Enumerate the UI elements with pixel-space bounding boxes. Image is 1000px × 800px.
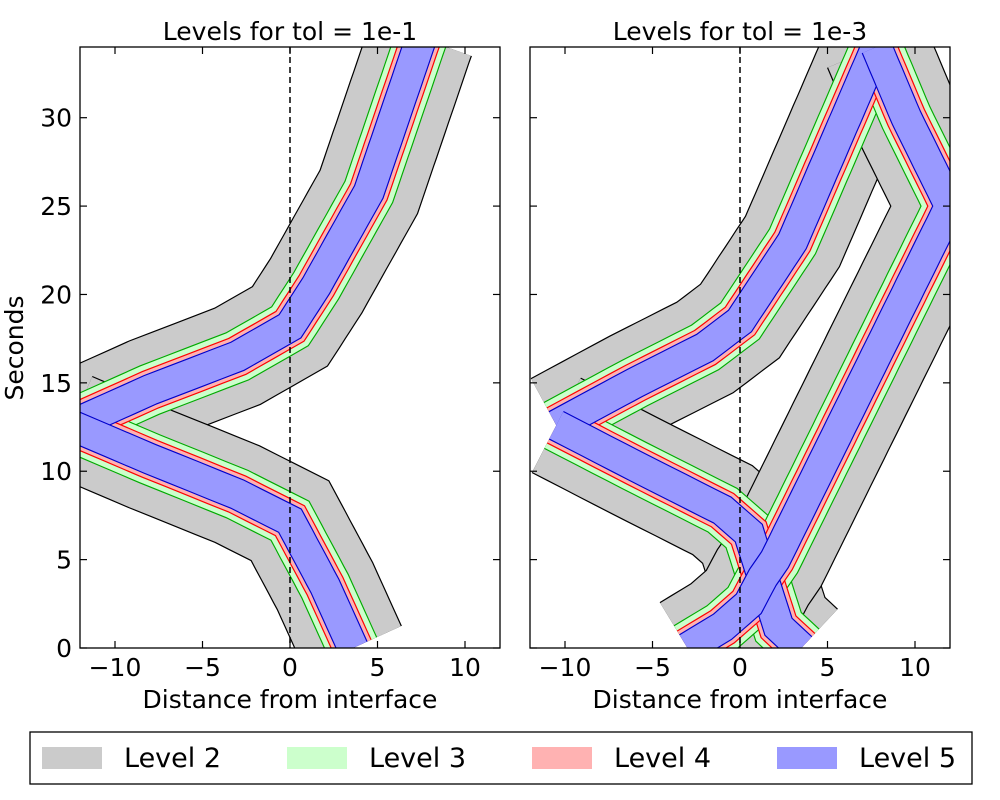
left-panel-x-tick-label: 5 [370,653,386,682]
right-panel-level-5-band [548,47,950,648]
left-panel-x-axis-label: Distance from interface [143,685,438,714]
left-panel-level-bands [80,47,472,648]
left-panel-x-tick-label: 0 [282,653,298,682]
left-panel-y-tick-label: 30 [40,104,72,133]
left-panel-x-ticks: −10 −5 0 5 10 [89,47,481,682]
legend-label-level-4: Level 4 [614,743,711,774]
left-panel-y-tick-label: 25 [40,192,72,221]
left-panel-y-tick-label: 5 [56,546,72,575]
legend-swatch-level-3 [287,747,347,769]
legend: Level 2 Level 3 Level 4 Level 5 [29,731,973,785]
left-panel-level-5-fill-1 [80,412,367,648]
left-panel-y-tick-label: 0 [56,634,72,663]
left-panel-y-tick-label: 10 [40,457,72,486]
left-panel-y-tick-label: 20 [40,280,72,309]
legend-label-level-2: Level 2 [124,743,221,774]
right-panel-x-axis-label: Distance from interface [593,685,888,714]
legend-swatch-level-5 [777,747,837,769]
left-panel-x-tick-label: −5 [184,653,221,682]
right-panel-x-tick-label: 5 [820,653,836,682]
legend-label-level-5: Level 5 [859,743,956,774]
legend-swatch-level-2 [42,747,102,769]
left-panel-title: Levels for tol = 1e-1 [163,17,417,46]
right-panel-level-5-fill-0 [549,47,891,439]
right-panel-x-tick-label: −5 [634,653,671,682]
left-panel-y-ticks: 0 5 10 15 20 25 30 [40,104,500,663]
legend-label-level-3: Level 3 [369,743,466,774]
left-panel-x-tick-label: 10 [449,653,481,682]
right-panel-level-bands [530,47,950,648]
right-panel: Levels for tol = 1e-3 −10 −5 0 5 10 Distance… [529,17,951,714]
legend-swatch-level-4 [532,747,592,769]
right-panel-title: Levels for tol = 1e-3 [613,17,867,46]
right-panel-level-5-fill-1 [549,412,812,648]
left-panel-y-tick-label: 15 [40,369,72,398]
left-panel: Levels for tol = 1e-1 −10 −5 0 5 10 0 5 10 15 20… [0,17,501,714]
right-panel-x-ticks: −10 −5 0 5 10 [539,47,931,682]
right-panel-level-5-fill-2 [679,47,950,648]
left-panel-x-tick-label: −10 [89,653,142,682]
left-panel-level-5-band [80,47,436,648]
y-axis-label: Seconds [0,295,29,400]
right-panel-x-tick-label: −10 [539,653,592,682]
right-panel-x-tick-label: 10 [899,653,931,682]
right-panel-x-tick-label: 0 [732,653,748,682]
left-panel-level-5-fill-0 [80,47,434,438]
right-panel-y-ticks [530,117,950,649]
